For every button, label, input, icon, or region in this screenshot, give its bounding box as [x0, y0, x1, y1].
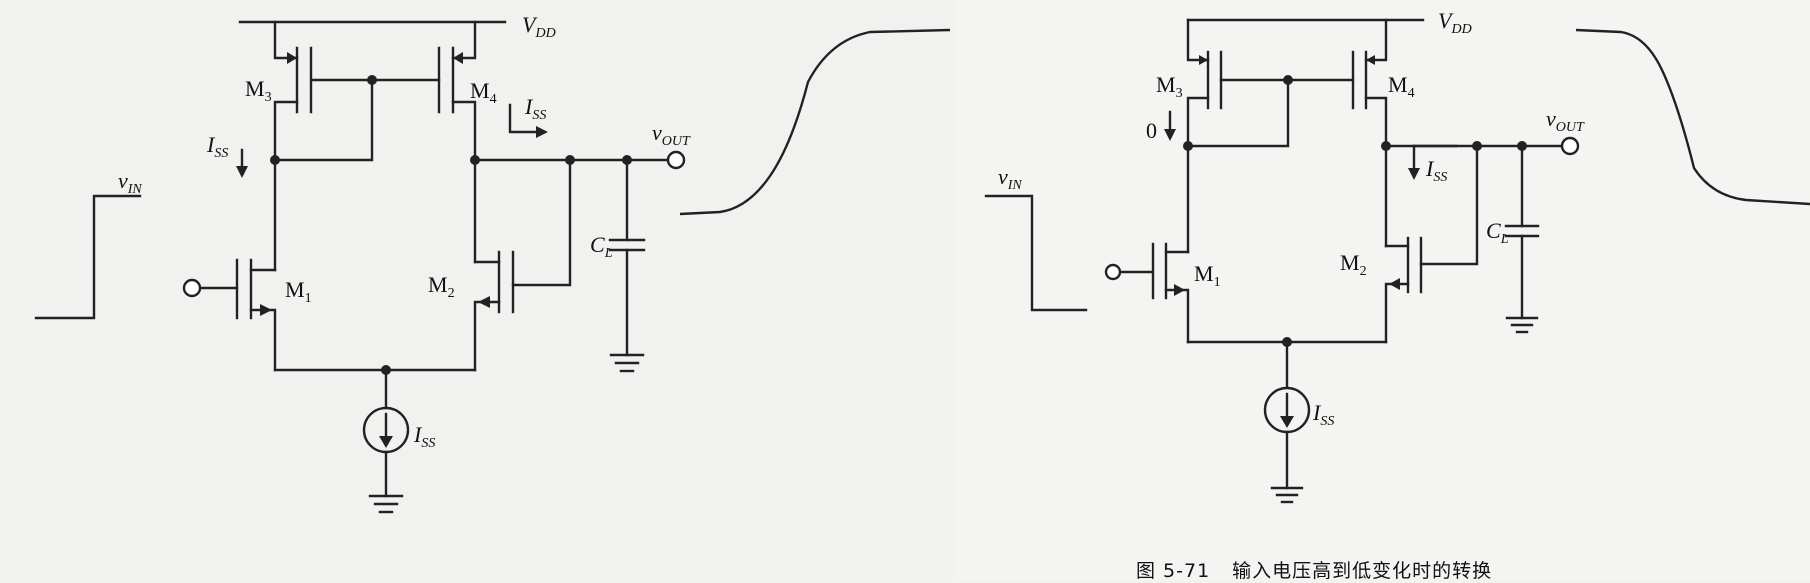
vout-label: vOUT	[1546, 106, 1585, 135]
cl-label: CL	[590, 232, 613, 261]
right-schematic: VDD M3 M4 0 ISS vOUT	[984, 8, 1810, 504]
m2-label: M2	[1340, 250, 1367, 279]
m1-transistor	[1119, 144, 1190, 344]
vin-waveform	[984, 194, 1088, 312]
iss-label-m3: ISS	[206, 132, 228, 161]
figure-title: 输入电压高到低变化时的转换	[1232, 560, 1493, 582]
vin-label: vIN	[118, 168, 142, 197]
m2-transistor	[1384, 144, 1479, 344]
diode-connection	[1186, 78, 1290, 148]
m1-transistor	[198, 158, 277, 372]
iss-arrow-m4	[508, 103, 542, 134]
left-schematic: VDD M3 M4 ISS ISS vOUT	[34, 12, 950, 514]
left-circuit-panel: VDD M3 M4 ISS ISS vOUT	[34, 12, 950, 514]
m4-label: M4	[470, 78, 497, 107]
m4-transistor	[1286, 18, 1388, 148]
load-capacitor	[1504, 144, 1540, 334]
tail-current-source	[362, 406, 410, 454]
m3-label: M3	[1156, 72, 1183, 101]
vin-label: vIN	[998, 164, 1022, 193]
m1-label: M1	[285, 277, 312, 306]
m3-transistor	[273, 20, 374, 162]
vdd-label: VDD	[1438, 8, 1472, 37]
m3-label: M3	[245, 76, 272, 105]
vout-label: vOUT	[652, 120, 691, 149]
cl-label: CL	[1486, 218, 1509, 247]
m4-label: M4	[1388, 72, 1415, 101]
diode-connection	[273, 78, 374, 162]
ground-symbol	[368, 450, 404, 514]
m2-transistor	[473, 158, 572, 372]
vout-terminal	[666, 150, 686, 170]
m3-transistor	[1186, 18, 1290, 148]
m4-transistor	[370, 20, 477, 162]
iss-label-source: ISS	[1312, 400, 1334, 429]
right-circuit-panel: VDD M3 M4 0 ISS vOUT	[956, 0, 1810, 583]
m2-label: M2	[428, 272, 455, 301]
tail-current-source	[1263, 386, 1311, 434]
ground-symbol	[1270, 430, 1304, 504]
vin-waveform	[34, 194, 142, 320]
vin-terminal-m1	[182, 278, 202, 298]
iss-label-m4: ISS	[524, 94, 546, 123]
zero-current-label: 0	[1146, 118, 1157, 143]
iss-label-source: ISS	[413, 422, 435, 451]
vout-waveform	[1575, 28, 1810, 206]
vout-terminal	[1560, 136, 1580, 156]
figure-caption: 图 5-71 输入电压高到低变化时的转换	[1136, 556, 1514, 583]
vin-terminal-m1	[1104, 263, 1122, 281]
iss-label-m2: ISS	[1425, 156, 1447, 185]
m1-label: M1	[1194, 261, 1221, 290]
vout-waveform	[679, 28, 950, 216]
load-capacitor	[608, 158, 646, 373]
vdd-label: VDD	[522, 12, 556, 41]
figure-number: 图 5-71	[1136, 560, 1211, 582]
